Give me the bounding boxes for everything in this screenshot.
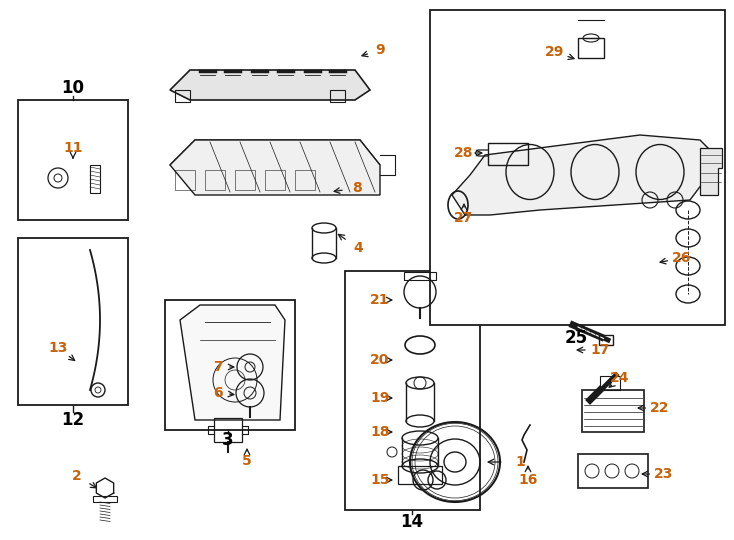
Bar bbox=[90, 165, 100, 193]
Text: 18: 18 bbox=[370, 425, 390, 439]
Polygon shape bbox=[170, 140, 380, 195]
Polygon shape bbox=[700, 148, 722, 195]
Text: 19: 19 bbox=[371, 391, 390, 405]
Text: 14: 14 bbox=[401, 513, 424, 531]
Text: 5: 5 bbox=[242, 454, 252, 468]
Bar bbox=[265, 170, 285, 190]
Text: 6: 6 bbox=[213, 386, 223, 400]
Bar bbox=[165, 300, 295, 430]
Bar bbox=[599, 335, 613, 345]
Bar bbox=[578, 38, 604, 58]
Text: 27: 27 bbox=[454, 211, 473, 225]
Text: 26: 26 bbox=[672, 251, 691, 265]
Polygon shape bbox=[170, 140, 380, 165]
Text: 29: 29 bbox=[545, 45, 564, 59]
Text: 10: 10 bbox=[62, 79, 84, 97]
Polygon shape bbox=[180, 305, 285, 420]
Text: 28: 28 bbox=[454, 146, 473, 160]
Bar bbox=[430, 10, 725, 325]
Text: 23: 23 bbox=[654, 467, 674, 481]
Bar bbox=[404, 272, 436, 280]
Bar bbox=[175, 170, 195, 190]
Text: 2: 2 bbox=[72, 469, 82, 483]
Text: 12: 12 bbox=[62, 411, 84, 429]
Text: 1: 1 bbox=[515, 455, 525, 469]
Text: 4: 4 bbox=[353, 241, 363, 255]
Bar bbox=[345, 271, 480, 510]
Text: 16: 16 bbox=[518, 473, 538, 487]
Text: 15: 15 bbox=[370, 473, 390, 487]
Text: 17: 17 bbox=[590, 343, 610, 357]
Bar bbox=[578, 454, 648, 488]
Text: 24: 24 bbox=[610, 371, 630, 385]
Polygon shape bbox=[452, 135, 720, 215]
Text: 11: 11 bbox=[63, 141, 83, 155]
Bar bbox=[295, 170, 315, 190]
Bar bbox=[398, 466, 442, 484]
Text: 3: 3 bbox=[222, 431, 234, 449]
Text: 8: 8 bbox=[352, 181, 362, 195]
Polygon shape bbox=[170, 70, 370, 100]
Bar bbox=[205, 170, 225, 190]
Text: 22: 22 bbox=[650, 401, 669, 415]
Text: 13: 13 bbox=[48, 341, 68, 355]
Bar bbox=[235, 170, 255, 190]
Bar bbox=[93, 496, 117, 502]
Text: 20: 20 bbox=[371, 353, 390, 367]
Bar bbox=[600, 376, 620, 390]
Bar bbox=[175, 90, 190, 102]
Bar bbox=[488, 143, 528, 165]
Bar bbox=[18, 100, 128, 220]
Bar bbox=[214, 418, 242, 442]
Bar bbox=[330, 90, 345, 102]
Text: 7: 7 bbox=[213, 360, 223, 374]
Bar bbox=[582, 390, 644, 432]
Text: 9: 9 bbox=[375, 43, 385, 57]
Text: 25: 25 bbox=[564, 329, 587, 347]
Text: 21: 21 bbox=[370, 293, 390, 307]
Bar bbox=[18, 238, 128, 405]
